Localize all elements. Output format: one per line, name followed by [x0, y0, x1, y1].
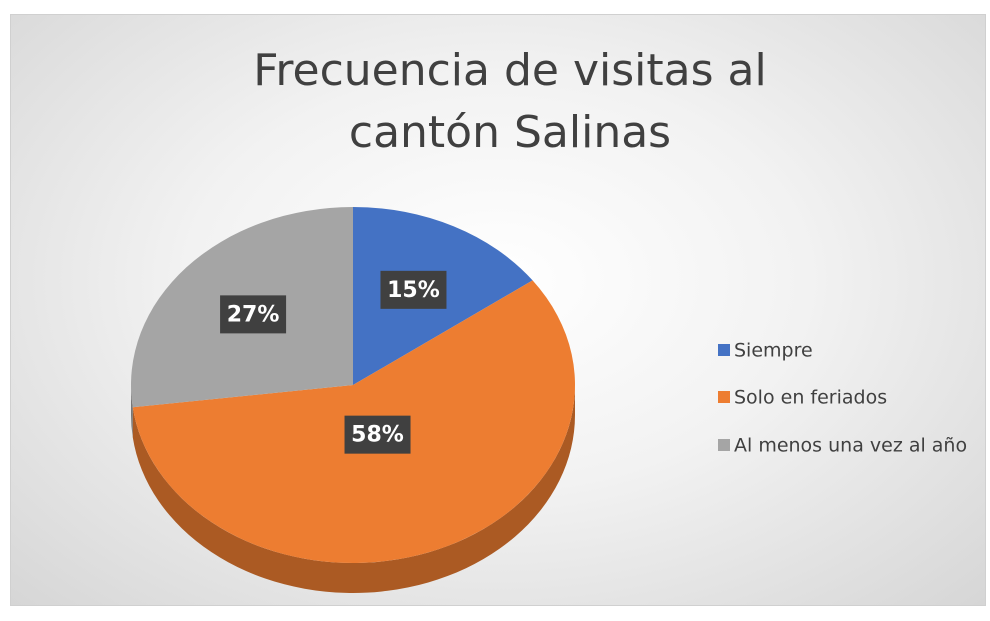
legend-swatch	[718, 344, 730, 356]
legend-label: Siempre	[734, 340, 813, 362]
legend-swatch	[718, 439, 730, 451]
data-label-box	[220, 295, 287, 334]
data-label-box	[344, 415, 411, 454]
data-label: 58%	[351, 423, 404, 448]
data-label-box	[380, 270, 447, 309]
data-label: 27%	[227, 302, 280, 327]
slice-side	[131, 385, 133, 438]
slice-side	[132, 385, 575, 594]
chart-title: Frecuencia de visitas al cantón Salinas	[253, 45, 767, 158]
legend-label: Al menos una vez al año	[734, 435, 967, 457]
legend-label: Solo en feriados	[734, 387, 887, 409]
data-label: 15%	[387, 278, 440, 303]
legend-swatch	[718, 391, 730, 403]
